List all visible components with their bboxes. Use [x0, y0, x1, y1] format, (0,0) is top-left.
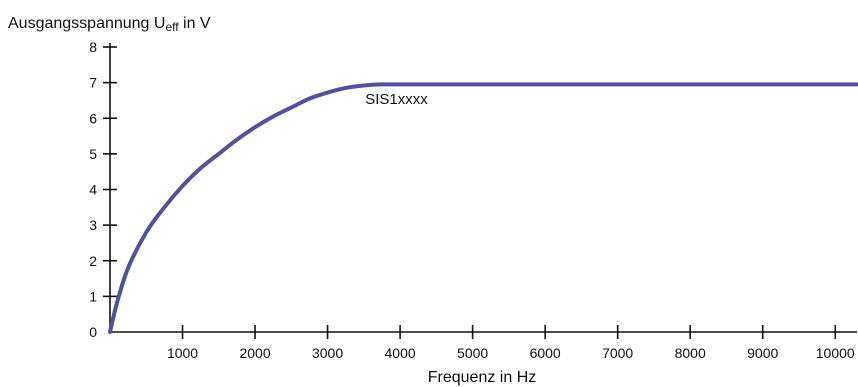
x-tick-label: 7000 — [602, 345, 633, 361]
y-tick-label: 6 — [89, 110, 97, 126]
x-tick-label: 5000 — [457, 345, 488, 361]
y-tick-label: 8 — [89, 39, 97, 55]
y-tick-label: 0 — [89, 324, 97, 340]
y-tick-label: 3 — [89, 217, 97, 233]
x-tick-label: 9000 — [747, 345, 778, 361]
x-tick-label: 2000 — [239, 345, 270, 361]
x-axis: 1000 2000 3000 4000 5000 6000 7000 8000 9000 1000… — [110, 325, 857, 361]
y-axis-title-unit: in V — [179, 15, 211, 32]
y-axis-title-main: Ausgangsspannung U — [8, 15, 165, 32]
y-axis: 0 1 2 3 4 5 6 7 8 — [89, 39, 117, 340]
y-axis-title-subscript: eff — [165, 20, 179, 34]
x-tick-label: 8000 — [675, 345, 706, 361]
y-tick-label: 5 — [89, 146, 97, 162]
y-tick-label: 7 — [89, 75, 97, 91]
series-layer — [108, 82, 858, 334]
x-tick-label: 1000 — [167, 345, 198, 361]
x-tick-label: 6000 — [530, 345, 561, 361]
x-tick-label: 10000 — [816, 345, 855, 361]
y-tick-label: 4 — [89, 182, 97, 198]
series-line-sis1xxxx — [108, 82, 858, 334]
x-tick-label: 4000 — [385, 345, 416, 361]
x-tick-label: 3000 — [312, 345, 343, 361]
y-axis-title: Ausgangsspannung Ueff in V — [8, 15, 211, 34]
series-annotation-label: SIS1xxxx — [365, 91, 428, 108]
x-axis-title: Frequenz in Hz — [428, 369, 537, 386]
y-tick-label: 1 — [89, 288, 97, 304]
y-tick-label: 2 — [89, 253, 97, 269]
